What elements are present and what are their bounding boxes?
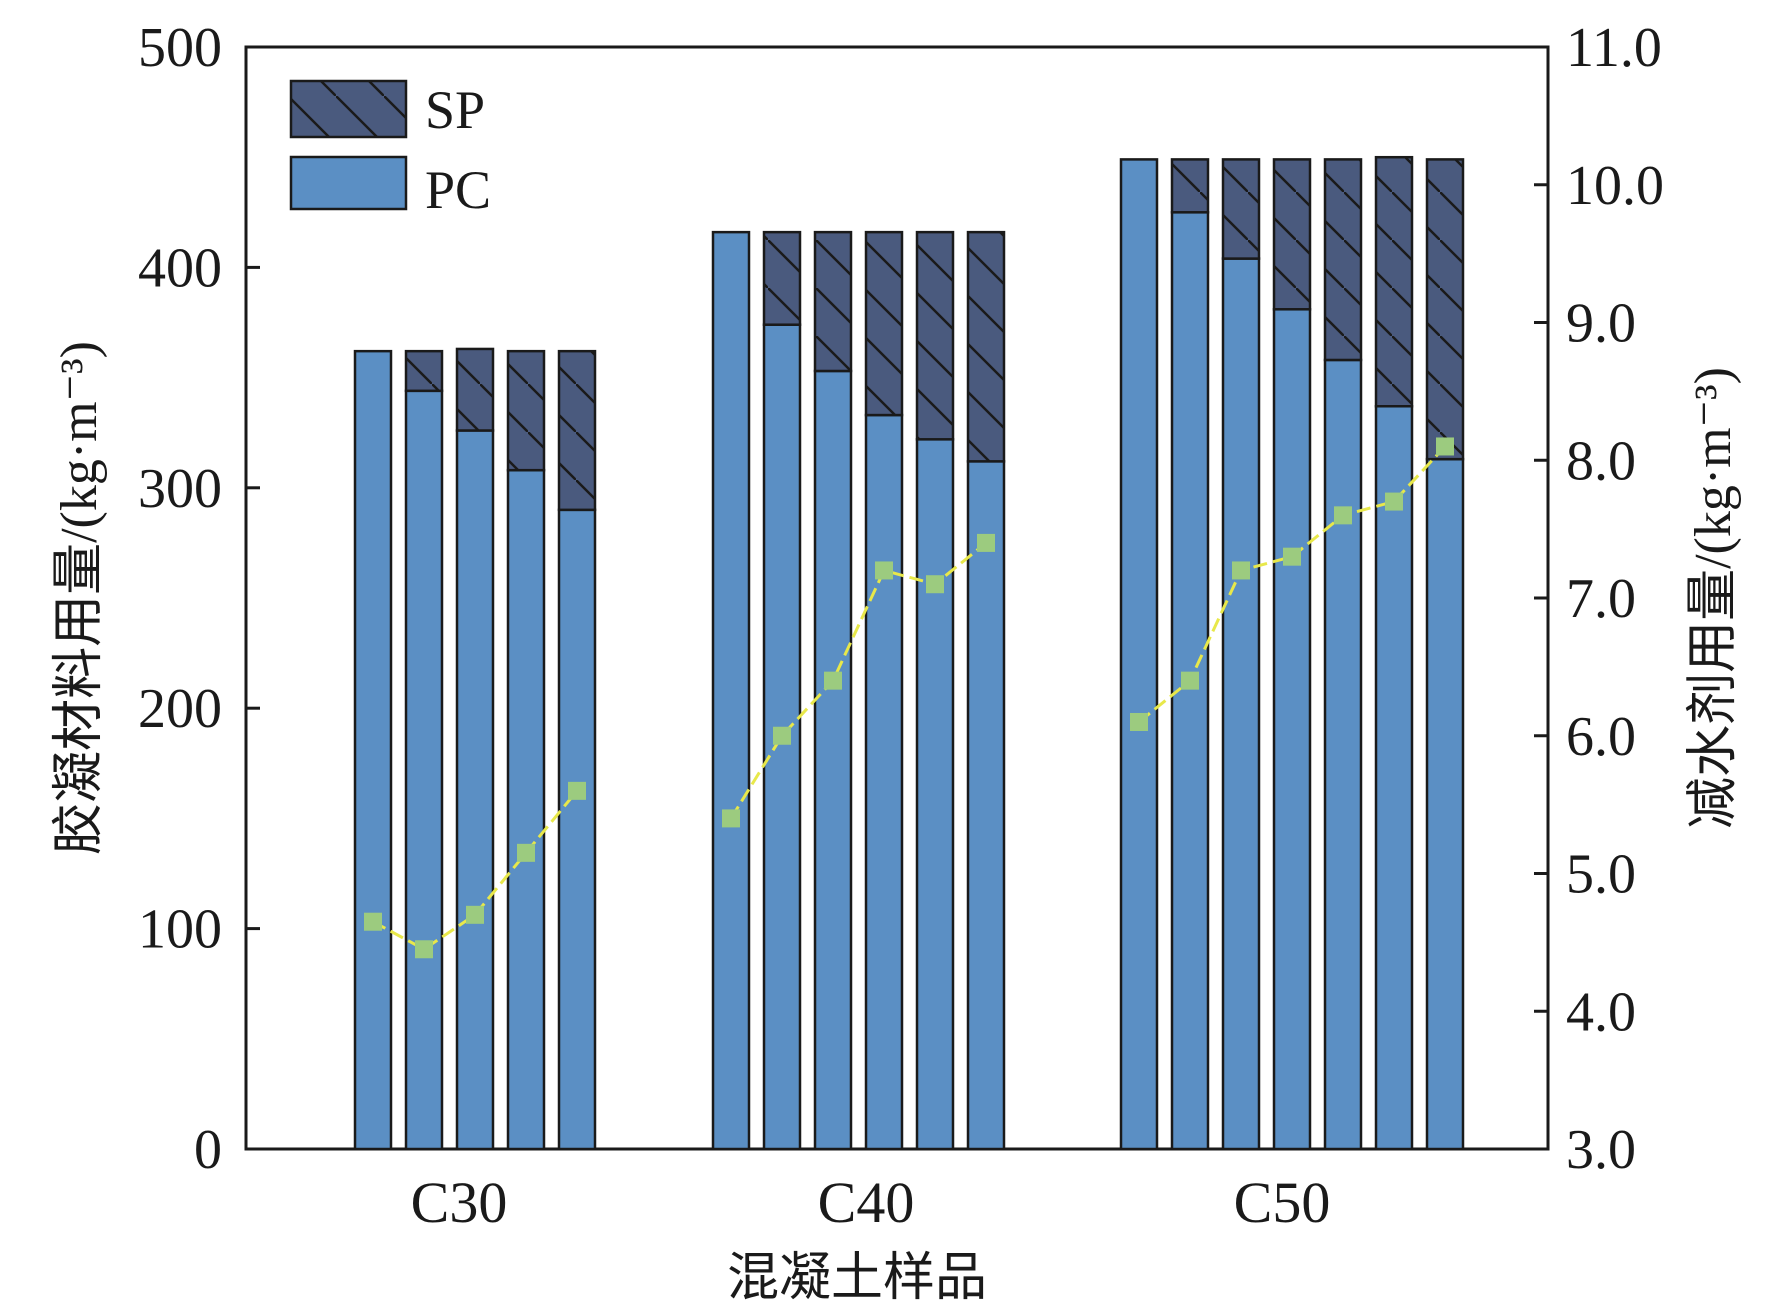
reducer-point-C40-3	[824, 671, 842, 690]
bar-sp-hatch-C50-4	[1274, 159, 1310, 310]
reducer-point-C50-6	[1385, 492, 1403, 511]
y-tick-label-right-7: 10.0	[1566, 155, 1664, 217]
reducer-point-C40-5	[926, 575, 944, 594]
bar-pc-C30-2	[404, 389, 444, 1151]
reducer-point-C50-2	[1181, 671, 1199, 690]
x-tick-label-C50: C50	[1234, 1170, 1331, 1235]
reducer-point-C40-2	[773, 726, 791, 745]
reducer-point-C30-5	[568, 781, 586, 800]
reducer-point-C50-5	[1334, 506, 1352, 525]
reducer-point-C30-4	[517, 843, 535, 862]
bar-sp-hatch-C40-2	[764, 232, 800, 325]
legend-label-pc: PC	[425, 160, 491, 220]
y-axis-title-right: 减水剂用量/(kg·m⁻³)	[1685, 367, 1742, 829]
bar-sp-hatch-C30-2	[406, 351, 442, 391]
y-tick-label-right-4: 7.0	[1566, 568, 1636, 630]
bar-sp-hatch-C30-4	[508, 351, 544, 471]
x-tick-label-C30: C30	[411, 1170, 508, 1235]
y-tick-label-right-0: 3.0	[1566, 1119, 1636, 1181]
reducer-line-C30	[372, 789, 579, 952]
y-tick-label-left-4: 400	[138, 237, 222, 299]
reducer-point-C50-1	[1130, 712, 1148, 731]
bar-sp-hatch-C40-5	[917, 232, 953, 440]
x-axis-title: 混凝土样品	[727, 1250, 987, 1307]
bar-sp-hatch-C50-2	[1172, 159, 1208, 213]
reducer-point-C40-1	[722, 809, 740, 828]
y-tick-label-right-2: 5.0	[1566, 844, 1636, 906]
legend: SP PC	[289, 79, 491, 220]
bar-sp-hatch-C50-3	[1223, 159, 1259, 259]
legend-swatch-sp-hatch	[291, 81, 406, 137]
y-tick-label-left-3: 300	[138, 458, 222, 520]
y-axis-title-left: 胶凝材料用量/(kg·m⁻³)	[51, 341, 108, 855]
bar-pc-C40-5	[915, 438, 955, 1151]
bar-pc-C40-4	[864, 413, 904, 1151]
y-tick-label-right-5: 8.0	[1566, 430, 1636, 492]
bar-pc-C30-1	[353, 349, 393, 1151]
reducer-point-C50-3	[1232, 561, 1250, 580]
bar-sp-hatch-C30-5	[559, 351, 595, 510]
bar-pc-C40-1	[711, 230, 751, 1151]
bar-pc-C30-4	[506, 468, 546, 1151]
reducer-point-C30-2	[415, 940, 433, 959]
bar-pc-C50-4	[1272, 308, 1312, 1151]
bar-pc-C50-5	[1323, 358, 1363, 1151]
bar-sp-hatch-C50-7	[1427, 159, 1463, 460]
y-tick-label-left-1: 100	[138, 899, 222, 961]
bar-sp-hatch-C50-5	[1325, 159, 1361, 360]
legend-label-sp: SP	[425, 80, 485, 140]
y-tick-label-right-1: 4.0	[1566, 981, 1636, 1043]
y-tick-label-left-2: 200	[138, 678, 222, 740]
bar-pc-C50-7	[1425, 457, 1465, 1151]
y-tick-label-left-5: 500	[138, 17, 222, 79]
bar-sp-hatch-C50-6	[1376, 157, 1412, 407]
x-tick-label-C40: C40	[818, 1170, 915, 1235]
reducer-point-C40-4	[875, 561, 893, 580]
bar-sp-hatch-C40-6	[968, 232, 1004, 462]
y-tick-label-left-0: 0	[194, 1119, 222, 1181]
bar-pc-C50-3	[1221, 257, 1261, 1151]
reducer-point-C30-1	[364, 912, 382, 931]
bar-pc-C50-6	[1374, 405, 1414, 1151]
legend-swatch-pc	[289, 155, 408, 211]
bar-pc-C40-3	[813, 369, 853, 1151]
y-tick-label-right-8: 11.0	[1566, 17, 1662, 79]
y-tick-label-right-6: 9.0	[1566, 293, 1636, 355]
bar-pc-C40-6	[966, 460, 1006, 1151]
bar-sp-hatch-C40-4	[866, 232, 902, 416]
bar-sp-hatch-C40-3	[815, 232, 851, 371]
reducer-point-C40-6	[977, 533, 995, 552]
bar-pc-C50-1	[1119, 158, 1159, 1151]
reducer-line-C40	[729, 541, 987, 820]
y-tick-label-right-3: 6.0	[1566, 706, 1636, 768]
bar-pc-C30-3	[455, 429, 495, 1151]
reducer-point-C50-7	[1436, 437, 1454, 456]
bar-sp-hatch-C30-3	[457, 348, 493, 431]
reducer-point-C50-4	[1283, 547, 1301, 566]
bar-pc-C30-5	[557, 508, 597, 1151]
reducer-point-C30-3	[466, 905, 484, 924]
